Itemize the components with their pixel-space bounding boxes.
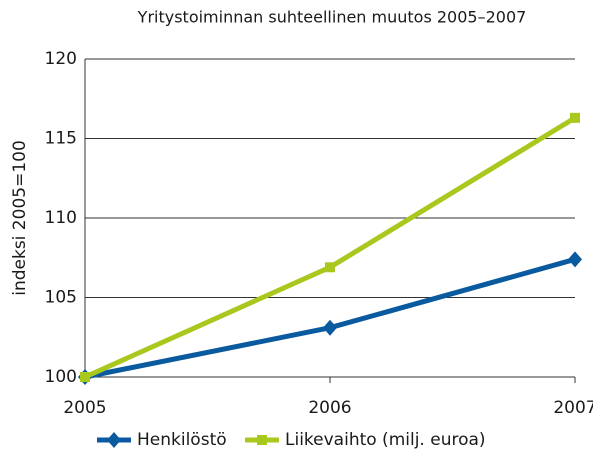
marker: [257, 435, 267, 445]
y-tick-label: 115: [45, 129, 77, 149]
marker: [107, 432, 121, 448]
marker: [80, 372, 90, 382]
y-tick-label: 110: [45, 208, 77, 228]
marker: [570, 112, 580, 123]
marker: [568, 251, 582, 268]
legend-label: Liikevaihto (milj. euroa): [285, 430, 486, 450]
y-tick-label: 105: [45, 288, 77, 308]
series-line: [84, 256, 576, 380]
marker: [323, 319, 337, 336]
x-tick-label: 2007: [553, 398, 593, 418]
y-tick-label: 100: [45, 367, 77, 387]
y-axis-label: indeksi 2005=100: [10, 140, 30, 296]
x-tick-label: 2005: [63, 398, 106, 418]
chart-title: Yritystoiminnan suhteellinen muutos 2005…: [137, 8, 527, 27]
y-tick-label: 120: [45, 49, 77, 69]
x-tick-label: 2006: [308, 398, 351, 418]
series-line: [83, 115, 577, 380]
marker: [325, 262, 335, 273]
legend-label: Henkilöstö: [137, 430, 227, 450]
